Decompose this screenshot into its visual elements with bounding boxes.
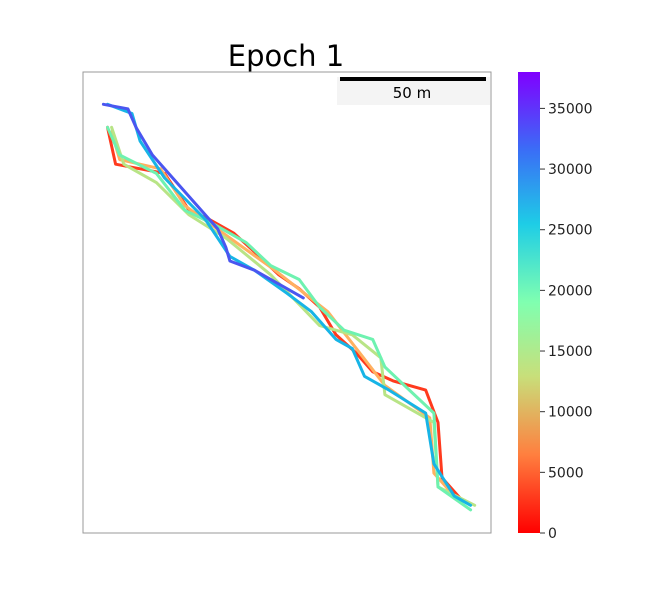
scale-bar-label: 50 m: [393, 84, 431, 102]
colorbar-tick-label: 25000: [548, 223, 593, 239]
colorbar-tick-label: 5000: [548, 465, 584, 481]
track-line-1: [110, 130, 460, 503]
track-line-4: [106, 102, 473, 507]
track-line-5: [101, 102, 305, 300]
colorbar-ticks: 0 5000 10000 15000 20000 25000 30000 35000: [540, 101, 593, 542]
colorbar-tick-label: 10000: [548, 405, 593, 421]
track-line-3: [106, 125, 473, 512]
colorbar-tick-label: 30000: [548, 162, 593, 178]
track-group: [101, 102, 477, 512]
colorbar-tick-label: 15000: [548, 344, 593, 360]
plot-frame: [82, 71, 492, 534]
colorbar: [518, 72, 540, 533]
colorbar-tick-label: 20000: [548, 283, 593, 299]
chart-title: Epoch 1: [228, 39, 344, 73]
colorbar-tick-label: 0: [548, 526, 557, 542]
colorbar-tick-label: 35000: [548, 101, 593, 117]
scale-bar-background: [337, 77, 490, 105]
